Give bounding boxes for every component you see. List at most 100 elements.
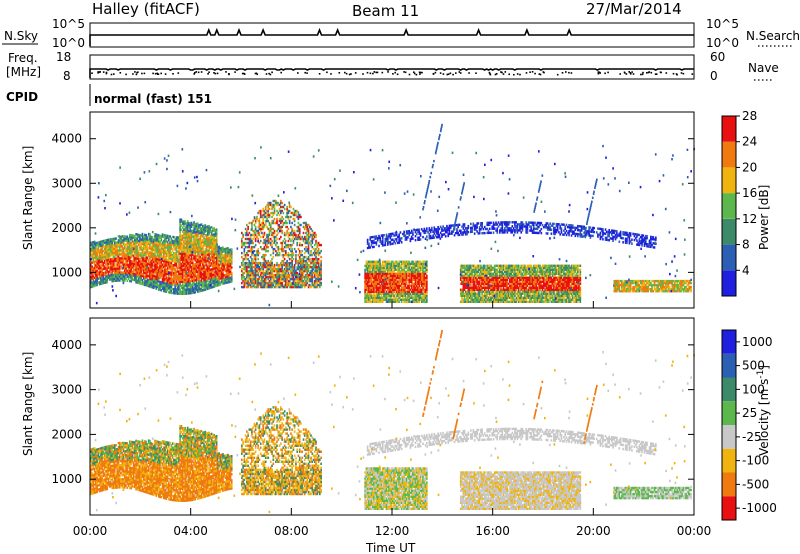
echo-cell [254,255,257,259]
echo-cell [248,237,251,241]
echo-cell [247,265,249,269]
echo-cell [220,264,223,268]
echo-cell [190,233,193,237]
echo-cell [218,263,220,266]
echo-cell [100,242,102,245]
echo-cell [277,279,280,283]
echo-cell [96,249,98,253]
echo-cell [217,274,219,277]
echo-cell [93,240,96,243]
echo-cell [272,227,275,231]
echo-cell [212,245,214,249]
echo-cell [180,252,183,255]
echo-cell [264,249,267,253]
echo-cell [193,283,195,286]
echo-cell [183,256,185,259]
echo-cell [108,266,111,269]
echo-cell [175,250,178,253]
echo-cell [298,231,301,235]
echo-cell [161,243,164,246]
echo-cell [164,274,166,277]
echo-cell [373,290,375,293]
echo-cell [253,245,256,249]
echo-cell [173,245,175,249]
echo-cell [199,259,202,263]
echo-cell [205,269,208,273]
echo-cell [412,260,414,263]
echo-cell [320,261,322,265]
echo-cell [200,243,203,246]
echo-cell [118,263,121,266]
echo-cell [117,273,120,276]
echo-cell [131,250,134,253]
echo-cell [292,271,295,275]
echo-cell [198,244,200,247]
nave-point [629,72,631,74]
echo-cell [195,224,198,228]
echo-cell [129,263,131,267]
echo-cell [271,233,273,237]
echo-cell [163,245,165,249]
echo-cell [395,272,398,275]
echo-cell [215,232,218,235]
echo-cell [213,273,215,276]
echo-cell [222,254,224,257]
echo-cell [303,265,306,269]
echo-cell [286,205,288,209]
echo-cell [198,224,200,227]
echo-cell [96,247,98,251]
echo-cell [212,279,214,283]
echo-cell [160,253,163,256]
echo-cell [277,273,280,277]
echo-cell [184,260,187,263]
echo-cell [389,266,392,269]
echo-cell [288,203,291,207]
echo-cell [292,267,295,271]
echo-cell [186,230,189,233]
echo-cell [169,243,171,246]
echo-cell [280,227,282,231]
echo-cell [188,288,190,291]
echo-cell [315,271,317,275]
echo-cell [126,261,129,264]
echo-cell [117,265,120,268]
echo-cell [191,291,194,294]
echo-cell [184,272,187,275]
echo-cell [306,239,309,243]
echo-cell [267,235,270,239]
echo-cell [175,272,178,275]
echo-cell [102,255,105,259]
echo-cell [217,260,219,263]
echo-cell [247,241,249,245]
echo-cell [298,235,301,239]
echo-cell [198,272,200,275]
nave-point [458,71,461,73]
echo-cell [132,250,135,253]
echo-cell [194,291,197,294]
echo-cell [317,263,320,267]
echo-cell [188,262,190,265]
echo-cell [305,267,307,271]
echo-cell [151,244,154,247]
echo-cell [408,294,411,297]
echo-cell [139,248,141,251]
echo-cell [412,288,414,291]
echo-cell [378,270,380,273]
echo-cell [204,274,207,277]
echo-cell [365,284,368,287]
nave-point [452,73,454,76]
echo-cell [228,274,231,278]
echo-cell [183,290,185,293]
echo-cell [259,281,262,285]
echo-cell [253,265,256,269]
echo-cell [193,223,195,226]
echo-cell [134,242,136,246]
echo-cell [251,263,253,267]
echo-cell [190,237,193,241]
echo-cell [150,267,153,271]
echo-cell [288,219,291,223]
echo-cell [188,254,190,257]
echo-cell [105,267,107,270]
echo-cell [116,247,119,250]
echo-cell [163,235,165,239]
